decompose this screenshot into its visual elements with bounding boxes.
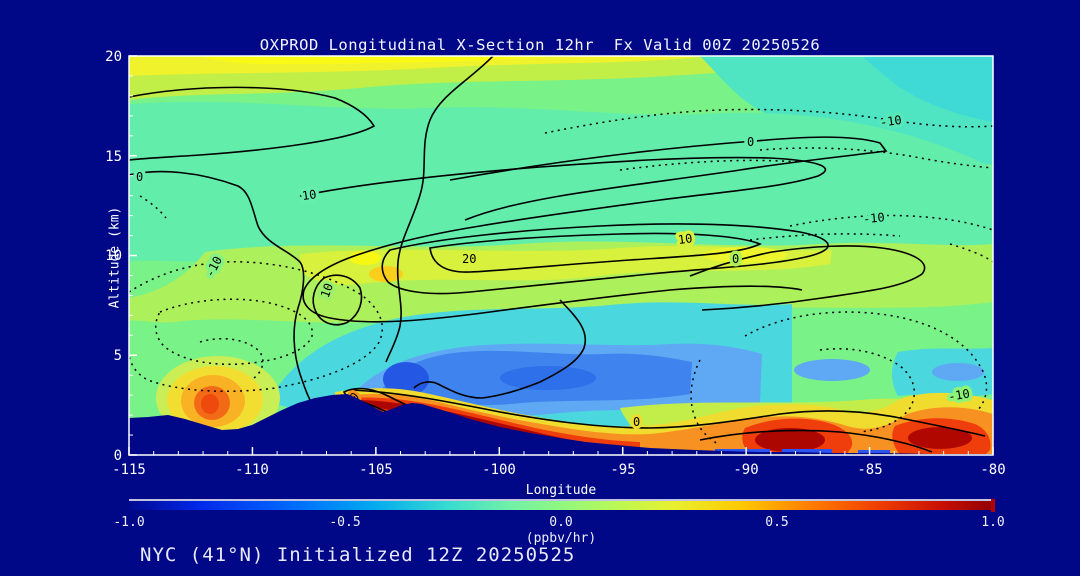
contour-lines: [129, 56, 993, 453]
x-tick--95: -95: [610, 462, 636, 478]
contour-label: 20: [462, 252, 476, 266]
colorbar-gradient: [129, 501, 993, 510]
terrain-silhouette: [129, 394, 993, 456]
colorbar-units: (ppbv/hr): [525, 531, 597, 546]
plot-title: OXPROD Longitudinal X-Section 12hr Fx Va…: [259, 36, 821, 54]
y-axis-title: Altitude (km): [107, 206, 123, 309]
y-tick-10: 10: [105, 248, 122, 264]
contour-label: -10: [879, 113, 902, 130]
x-tick--80: -80: [980, 462, 1006, 478]
contour-label: 0: [732, 252, 739, 266]
x-tick--115: -115: [112, 462, 146, 478]
plot-frame: [128, 55, 994, 456]
y-tick-5: 5: [113, 348, 122, 364]
x-tick--105: -105: [359, 462, 393, 478]
y-tick-0: 0: [113, 448, 122, 464]
contour-label: 0: [136, 170, 143, 184]
contour-label: 0: [633, 415, 640, 429]
colorbar-end-cap: [991, 499, 995, 512]
init-info-text: NYC (41°N) Initialized 12Z 20250525: [140, 544, 576, 566]
contour-label: -10: [862, 210, 885, 226]
cb-tick-neg1: -1.0: [113, 515, 145, 530]
cb-tick-pos05: 0.5: [765, 515, 789, 530]
x-axis-title: Longitude: [525, 483, 597, 498]
contour-label: 10: [301, 187, 317, 203]
x-tick--90: -90: [733, 462, 759, 478]
contour-label: 0: [747, 135, 754, 149]
cb-tick-pos1: 1.0: [981, 515, 1005, 530]
x-tick--100: -100: [482, 462, 516, 478]
y-tick-15: 15: [105, 149, 122, 165]
x-tick--110: -110: [235, 462, 269, 478]
cb-tick-0: 0.0: [549, 515, 573, 530]
x-tick--85: -85: [857, 462, 883, 478]
colorbar: [129, 499, 995, 512]
contour-label: 10: [677, 231, 693, 247]
cb-tick-neg05: -0.5: [329, 515, 361, 530]
y-tick-20: 20: [105, 49, 122, 65]
